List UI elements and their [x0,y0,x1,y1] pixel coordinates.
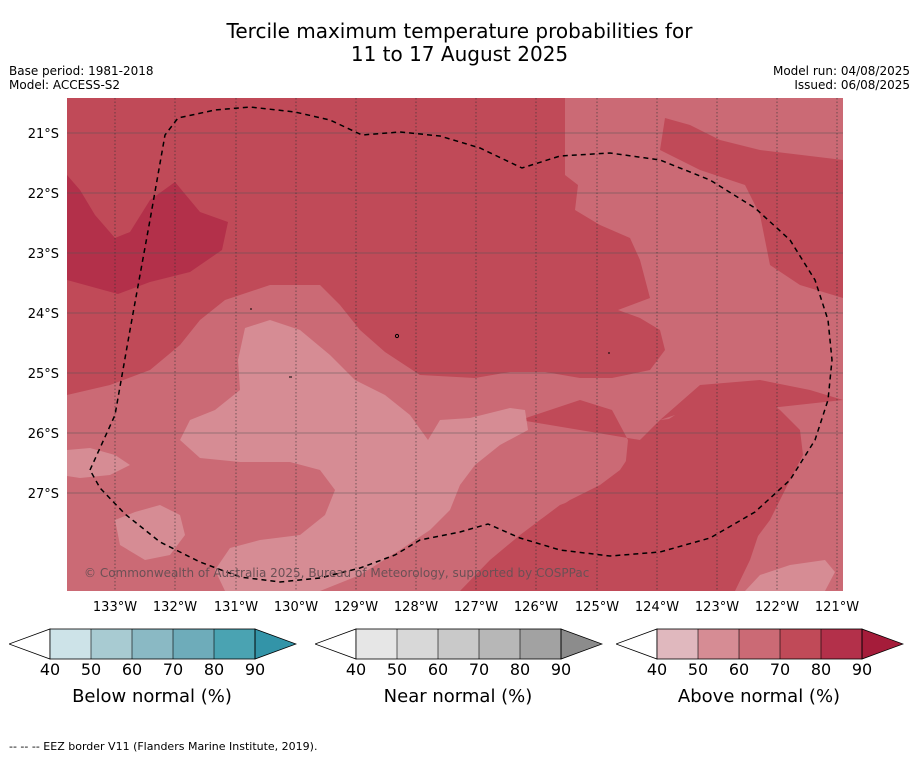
fill-50-west [67,448,130,478]
map-title: Tercile maximum temperature probabilitie… [0,20,919,66]
lon-label: 122°W [755,600,799,615]
colorbar-tick: 60 [121,660,143,679]
colorbar-above-min-arrow [614,628,658,660]
colorbar-swatch [50,629,91,659]
colorbar-tick: 80 [203,660,225,679]
colorbar-tick: 80 [810,660,832,679]
island-marks [250,308,610,378]
colorbar-tick: 90 [244,660,266,679]
issued-text: Issued: 06/08/2025 [794,78,910,92]
colorbar-near [313,628,604,664]
lon-label: 132°W [153,600,197,615]
colorbar-swatch [657,629,698,659]
colorbar-below-max-arrow [254,628,298,660]
lon-label: 128°W [394,600,438,615]
colorbar-tick: 90 [851,660,873,679]
lon-label: 130°W [274,600,318,615]
base-period-text: Base period: 1981-2018 [9,64,154,78]
base-info: Base period: 1981-2018 Model: ACCESS-S2 [9,64,154,92]
colorbar-below-min-arrow [7,628,51,660]
colorbar-above-label: Above normal (%) [677,686,841,707]
lat-label: 22°S [28,187,59,202]
colorbar-swatch [479,629,520,659]
eez-footnote: -- -- -- EEZ border V11 (Flanders Marine… [9,740,318,753]
lon-axis: 133°W 132°W 131°W 130°W 129°W 128°W 127°… [93,600,859,615]
colorbar-tick: 60 [427,660,449,679]
lat-label: 24°S [28,307,59,322]
colorbar-swatch [821,629,862,659]
map-fill-layers [67,98,843,591]
model-text: Model: ACCESS-S2 [9,78,121,92]
colorbar-tick: 60 [728,660,750,679]
colorbar-swatch [520,629,561,659]
colorbar-tick: 80 [509,660,531,679]
fill-70-south-middle [460,390,803,591]
colorbar-swatch [780,629,821,659]
lon-label: 129°W [334,600,378,615]
colorbar-below-label: Below normal (%) [72,686,232,707]
eez-border [89,106,833,583]
map-grid-meridians [114,98,838,591]
lon-label: 126°W [514,600,558,615]
lon-label: 125°W [575,600,619,615]
colorbar-tick: 40 [345,660,367,679]
colorbar-near-label: Near normal (%) [383,686,533,707]
colorbar-tick: 90 [550,660,572,679]
colorbar-below-ramp [7,628,298,660]
fill-50-central [180,320,528,591]
lat-axis: 21°S 22°S 23°S 24°S 25°S 26°S 27°S [28,127,59,502]
colorbar-tick: 50 [386,660,408,679]
colorbar-tick: 50 [687,660,709,679]
colorbar-swatch [91,629,132,659]
lon-label: 131°W [214,600,258,615]
fill-60-east-blotch [808,98,830,112]
colorbar-tick: 70 [162,660,184,679]
colorbar-swatch [356,629,397,659]
lat-label: 25°S [28,367,59,382]
colorbar-tick: 50 [80,660,102,679]
colorbar-near-ramp [313,628,604,660]
colorbar-above-max-arrow [861,628,905,660]
lon-label: 133°W [93,600,137,615]
colorbar-tick: 70 [468,660,490,679]
colorbar-above [614,628,905,664]
colorbar-swatch [438,629,479,659]
colorbar-above-ramp [614,628,905,660]
colorbar-below [7,628,298,664]
colorbar-tick: 40 [39,660,61,679]
lat-label: 21°S [28,127,59,142]
map-title-line1: Tercile maximum temperature probabilitie… [226,19,693,43]
lat-label: 27°S [28,487,59,502]
colorbar-swatch [214,629,255,659]
colorbar-near-max-arrow [560,628,604,660]
fill-50-south-east [745,560,835,591]
colorbar-swatch [397,629,438,659]
model-run-text: Model run: 04/08/2025 [772,64,910,78]
probability-map: © Commonwealth of Australia 2025, Bureau… [28,98,859,615]
run-info: Model run: 04/08/2025 Issued: 06/08/2025 [773,64,910,92]
colorbar-swatch [698,629,739,659]
lat-label: 26°S [28,427,59,442]
lon-label: 124°W [635,600,679,615]
colorbar-near-min-arrow [313,628,357,660]
map-grid [67,132,843,494]
colorbar-swatch [173,629,214,659]
colorbar-tick: 70 [769,660,791,679]
lon-label: 123°W [695,600,739,615]
lat-label: 23°S [28,247,59,262]
map-title-line2: 11 to 17 August 2025 [350,42,569,66]
colorbar-tick: 40 [646,660,668,679]
copyright-text: © Commonwealth of Australia 2025, Bureau… [84,566,589,580]
lon-label: 121°W [815,600,859,615]
fill-50-southwest [115,505,185,560]
colorbar-swatch [739,629,780,659]
colorbar-swatch [132,629,173,659]
lon-label: 127°W [454,600,498,615]
